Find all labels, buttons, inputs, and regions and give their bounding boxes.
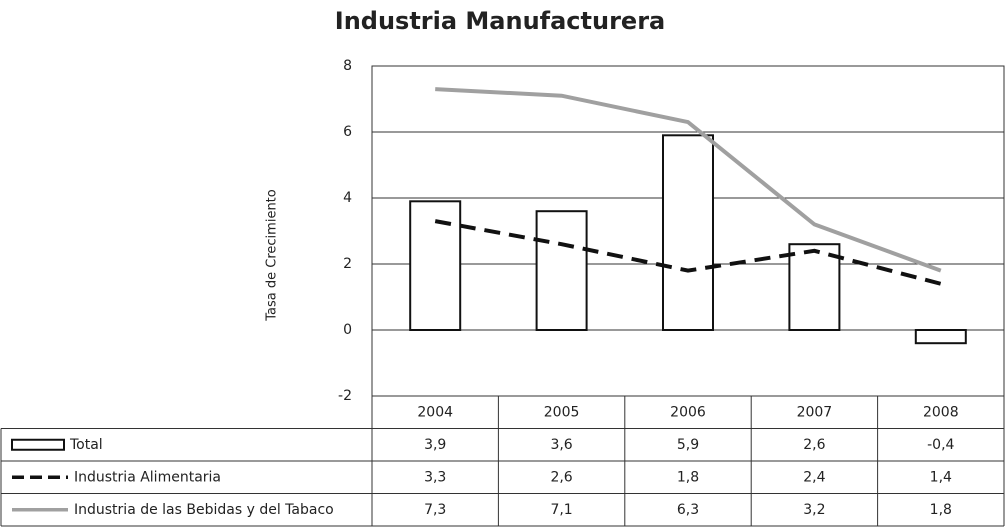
- x-tick-label: 2006: [670, 404, 706, 420]
- legend-label: Total: [69, 437, 103, 453]
- table-value: 2,6: [803, 437, 825, 453]
- y-tick-label: 2: [343, 256, 352, 272]
- bar: [788, 243, 841, 331]
- table-value: 2,6: [550, 469, 572, 485]
- table-value: 1,4: [930, 469, 952, 485]
- bar: [535, 210, 588, 331]
- bar: [409, 200, 462, 331]
- bar: [914, 329, 967, 345]
- table-value: 7,1: [550, 502, 572, 518]
- chart-title: Industria Manufacturera: [335, 7, 665, 35]
- legend-label: Industria de las Bebidas y del Tabaco: [74, 502, 334, 518]
- line: [435, 87, 942, 273]
- x-tick-label: 2005: [544, 404, 580, 420]
- bar: [662, 134, 714, 331]
- legend-label: Industria Alimentaria: [74, 469, 221, 485]
- table-value: 7,3: [424, 502, 446, 518]
- x-tick-label: 2008: [923, 404, 959, 420]
- x-tick-label: 2007: [797, 404, 833, 420]
- y-tick-label: 8: [343, 58, 352, 74]
- table-value: 5,9: [677, 437, 699, 453]
- table-value: 1,8: [930, 502, 952, 518]
- y-tick-label: 6: [343, 124, 352, 140]
- legend-swatch: [11, 438, 65, 451]
- x-tick-label: 2004: [417, 404, 453, 420]
- table-value: 3,3: [424, 469, 446, 485]
- table-value: 6,3: [677, 502, 699, 518]
- y-axis-label: Tasa de Crecimiento: [265, 189, 280, 322]
- table-value: 2,4: [803, 469, 825, 485]
- table-value: 3,2: [803, 502, 825, 518]
- line: [434, 219, 942, 286]
- table-value: 1,8: [677, 469, 699, 485]
- y-tick-label: 4: [343, 190, 352, 206]
- table-value: 3,9: [424, 437, 446, 453]
- table-value: -0,4: [927, 437, 954, 453]
- y-tick-label: 0: [343, 322, 352, 338]
- y-tick-label: -2: [338, 388, 352, 404]
- table-value: 3,6: [550, 437, 572, 453]
